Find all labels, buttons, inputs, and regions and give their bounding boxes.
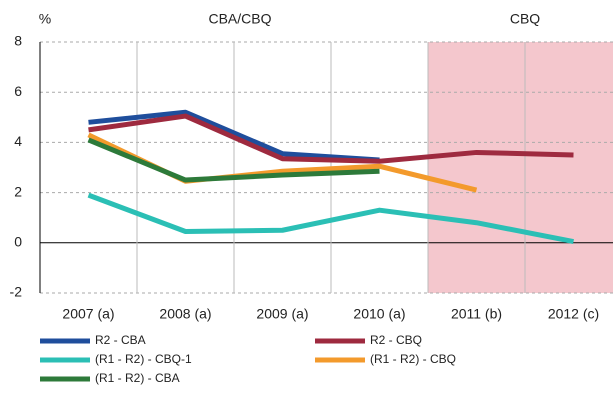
legend-label: (R1 - R2) - CBQ-1: [95, 352, 192, 366]
legend-label: R2 - CBQ: [370, 333, 422, 347]
legend-label: (R1 - R2) - CBQ: [370, 352, 456, 366]
shaded-region: [428, 42, 613, 293]
x-tick-label: 2011 (b): [451, 306, 502, 322]
y-tick-label: 4: [14, 133, 22, 149]
x-tick-label: 2010 (a): [353, 306, 405, 322]
y-unit: %: [39, 11, 51, 27]
series-line: [87, 192, 574, 244]
x-tick-label: 2009 (a): [256, 306, 308, 322]
annotation: CBA/CBQ: [208, 11, 271, 27]
legend-label: (R1 - R2) - CBA: [95, 371, 180, 385]
x-tick-label: 2012 (c): [548, 306, 599, 322]
legend-label: R2 - CBA: [95, 333, 146, 347]
annotation: CBQ: [510, 11, 540, 27]
x-tick-label: 2007 (a): [62, 306, 114, 322]
y-tick-label: 2: [14, 183, 22, 199]
y-tick-label: 6: [14, 83, 22, 99]
series-line: [88, 109, 380, 163]
series-line: [87, 137, 380, 183]
y-tick-label: -2: [10, 284, 23, 300]
y-tick-label: 0: [14, 234, 22, 250]
series-line: [88, 113, 574, 164]
x-tick-label: 2008 (a): [159, 306, 211, 322]
y-tick-label: 8: [14, 33, 22, 49]
